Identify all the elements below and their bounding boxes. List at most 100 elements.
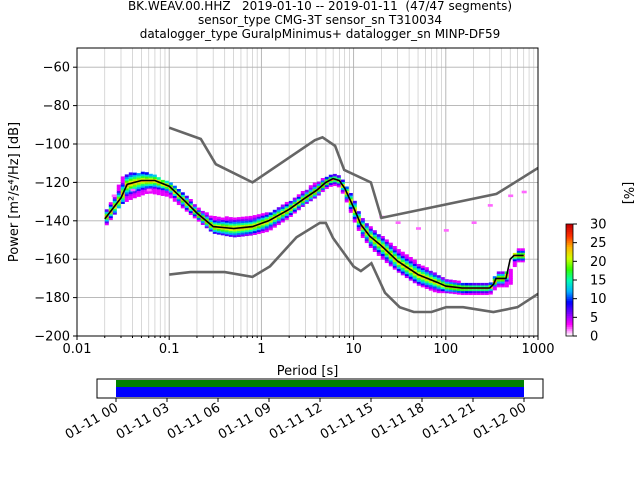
- mode-line: [104, 177, 524, 289]
- pdf-cell: [480, 282, 485, 286]
- pdf-cell: [244, 223, 249, 227]
- pdf-cell: [364, 240, 369, 244]
- pdf-cell: [204, 214, 209, 217]
- pdf-cell: [108, 202, 113, 205]
- pdf-cell: [248, 221, 253, 225]
- pdf-cell: [352, 214, 357, 217]
- pdf-cell: [276, 222, 281, 226]
- pdf-cell: [152, 186, 157, 189]
- pdf-cell: [400, 261, 405, 264]
- colorbar-segment: [566, 272, 573, 275]
- pdf-cell: [360, 218, 365, 221]
- pdf-cell: [452, 289, 457, 293]
- pdf-cell: [504, 281, 509, 284]
- pdf-cell: [280, 210, 285, 213]
- colorbar-segment: [566, 246, 573, 249]
- pdf-cell: [344, 186, 349, 190]
- pdf-cell: [472, 282, 477, 286]
- pdf-cell: [340, 179, 345, 183]
- pdf-cell: [468, 292, 473, 296]
- pdf-cell: [416, 265, 421, 269]
- y-tick-label: −200: [34, 330, 70, 345]
- pdf-cell: [232, 221, 237, 224]
- pdf-cell: [184, 195, 189, 199]
- pdf-cell: [128, 193, 133, 197]
- pdf-cell: [160, 179, 165, 183]
- colorbar-segment: [566, 309, 573, 313]
- pdf-cell: [156, 192, 161, 196]
- pdf-cell: [264, 212, 269, 215]
- pdf-cell: [128, 180, 133, 183]
- pdf-cell: [136, 190, 141, 193]
- pdf-cell: [400, 269, 405, 272]
- pdf-cell: [116, 190, 121, 193]
- pdf-cell: [328, 174, 333, 178]
- chart-title-line-3: datalogger_type GuralpMinimus+ datalogge…: [139, 27, 501, 41]
- pdf-cell: [352, 206, 357, 210]
- pdf-cell: [304, 191, 309, 195]
- pdf-cell: [196, 207, 201, 211]
- pdf-cell: [500, 279, 505, 282]
- pdf-cell: [160, 187, 165, 191]
- pdf-cell: [444, 286, 449, 290]
- pdf-cell: [444, 283, 449, 286]
- pdf-cell: [124, 176, 129, 179]
- pdf-cell: [436, 290, 441, 294]
- pdf-cell: [140, 192, 145, 196]
- pdf-cell: [228, 230, 233, 234]
- pdf-cell: [420, 273, 425, 276]
- pdf-cell: [384, 245, 389, 248]
- pdf-cell: [372, 249, 377, 252]
- pdf-cell: [320, 189, 325, 193]
- pdf-cell: [416, 267, 421, 271]
- colorbar-segment: [566, 265, 573, 268]
- pdf-cell: [208, 221, 213, 224]
- pdf-cell: [364, 238, 369, 242]
- pdf-cell: [316, 191, 321, 194]
- pdf-cell: [204, 223, 209, 227]
- pdf-cell: [484, 284, 489, 288]
- pdf-cell: [224, 220, 229, 223]
- pdf-cell: [308, 196, 313, 200]
- pdf-cell: [340, 189, 345, 192]
- pdf-cell: [364, 232, 369, 236]
- pdf-cell: [160, 185, 165, 189]
- pdf-cell: [192, 215, 197, 219]
- pdf-cell: [496, 271, 501, 274]
- pdf-cell: [204, 212, 209, 215]
- pdf-cell: [268, 214, 273, 217]
- pdf-cell: [224, 231, 229, 235]
- pdf-cell: [476, 292, 481, 296]
- pdf-cell: [148, 181, 153, 185]
- pdf-cell: [436, 282, 441, 286]
- pdf-cell: [412, 259, 417, 263]
- pdf-cell: [332, 181, 337, 185]
- pdf-cell: [184, 199, 189, 203]
- pdf-cell: [152, 176, 157, 180]
- pdf-cell: [148, 173, 153, 177]
- pdf-cell: [232, 217, 237, 221]
- pdf-cell: [324, 186, 329, 189]
- colorbar-segment: [566, 324, 573, 328]
- pdf-cell: [124, 197, 129, 200]
- pdf-cell: [112, 200, 117, 204]
- colorbar-segment: [566, 231, 573, 234]
- pdf-cell: [360, 227, 365, 231]
- colorbar-segment: [566, 261, 573, 264]
- pdf-cell: [404, 254, 409, 257]
- pdf-cell: [184, 209, 189, 212]
- pdf-cell: [120, 176, 125, 179]
- pdf-cell: [252, 215, 257, 218]
- pdf-cell: [148, 187, 153, 190]
- pdf-cell: [460, 282, 465, 286]
- pdf-cell: [300, 202, 305, 206]
- pdf-cell: [508, 276, 513, 280]
- pdf-cell: [304, 199, 309, 202]
- pdf-cell: [488, 288, 493, 291]
- pdf-cell: [252, 222, 257, 226]
- pdf-cell: [500, 281, 505, 284]
- pdf-cell: [104, 211, 109, 214]
- pdf-cell: [468, 284, 473, 288]
- pdf-cell: [120, 182, 125, 185]
- pdf-cell: [244, 229, 249, 233]
